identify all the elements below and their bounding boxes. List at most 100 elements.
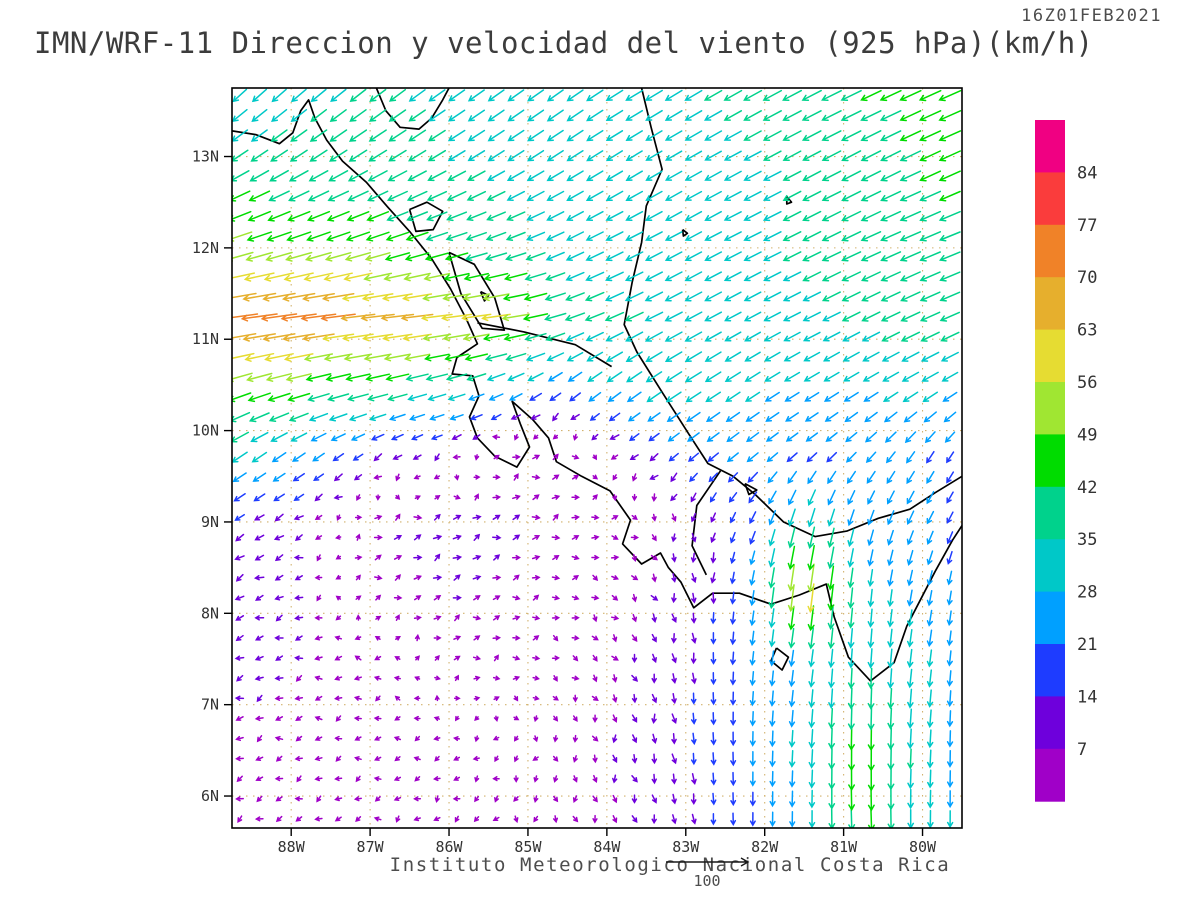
wind-arrow xyxy=(473,816,480,823)
lake-nicaragua xyxy=(448,251,506,331)
wind-arrow xyxy=(769,730,776,748)
wind-arrow xyxy=(474,735,480,743)
wind-arrow xyxy=(572,815,579,823)
wind-arrow xyxy=(527,372,544,382)
wind-arrow xyxy=(274,735,284,742)
wind-arrow xyxy=(644,251,663,262)
wind-arrow xyxy=(452,514,462,520)
wind-arrow xyxy=(763,271,782,282)
wind-arrow xyxy=(906,549,914,566)
wind-arrow xyxy=(645,109,663,121)
wind-arrow xyxy=(783,371,801,382)
wind-arrow xyxy=(847,607,855,629)
wind-arrow xyxy=(472,554,482,561)
wind-arrow xyxy=(769,650,776,667)
wind-arrow xyxy=(631,493,638,502)
wind-arrow xyxy=(704,351,722,362)
wind-arrow xyxy=(571,494,581,500)
wind-arrow xyxy=(942,391,958,402)
wind-arrow xyxy=(294,796,303,802)
wind-arrow xyxy=(645,231,663,242)
wind-arrow xyxy=(343,272,373,282)
wind-arrow xyxy=(782,110,802,121)
wind-arrow xyxy=(494,755,499,763)
wind-arrow xyxy=(433,816,441,822)
wind-arrow xyxy=(512,615,521,621)
wind-arrow xyxy=(920,331,940,342)
colorbar-label: 84 xyxy=(1077,163,1097,183)
wind-arrow xyxy=(271,108,288,123)
wind-arrow xyxy=(938,89,962,102)
wind-arrow xyxy=(468,393,485,401)
wind-arrow xyxy=(296,775,302,783)
wind-arrow xyxy=(408,129,427,142)
wind-arrow xyxy=(453,776,461,781)
x-tick-label: 82W xyxy=(751,838,779,856)
wind-arrow xyxy=(546,89,564,102)
wind-arrow xyxy=(918,110,942,122)
wind-arrow xyxy=(787,470,798,485)
wind-arrow xyxy=(729,511,737,524)
wind-arrow xyxy=(801,130,822,142)
colorbar-label: 42 xyxy=(1077,478,1097,498)
wind-arrow xyxy=(747,471,759,483)
wind-arrow xyxy=(743,190,762,201)
wind-arrow xyxy=(355,614,361,621)
wind-arrow xyxy=(373,675,382,681)
wind-arrow xyxy=(546,190,565,201)
wind-arrow xyxy=(841,291,861,302)
wind-arrow xyxy=(919,251,941,262)
wind-arrow xyxy=(651,534,657,542)
wind-arrow xyxy=(907,768,914,790)
wind-arrow xyxy=(821,170,842,182)
wind-arrow xyxy=(433,635,442,641)
wind-arrow xyxy=(525,252,546,262)
wind-arrow xyxy=(808,669,815,688)
wind-arrow xyxy=(744,351,761,362)
wind-arrow xyxy=(946,610,953,627)
island-bocas xyxy=(744,482,758,496)
wind-arrow xyxy=(807,605,815,632)
wind-arrow xyxy=(532,635,540,641)
wind-arrow xyxy=(332,453,345,462)
wind-arrow xyxy=(787,527,796,549)
wind-arrow xyxy=(710,672,717,686)
wind-arrow xyxy=(426,211,448,222)
wind-arrow xyxy=(294,595,304,601)
wind-arrow xyxy=(329,129,348,142)
wind-arrow xyxy=(353,675,362,681)
wind-arrow xyxy=(422,333,452,342)
wind-arrow xyxy=(881,331,901,342)
wind-arrow xyxy=(749,511,757,525)
wind-arrow xyxy=(462,333,490,342)
wind-arrow xyxy=(804,412,819,422)
colorbar-segment xyxy=(1035,539,1065,593)
wind-arrow xyxy=(263,272,295,282)
wind-arrow xyxy=(360,313,395,322)
wind-arrow xyxy=(749,690,756,707)
wind-arrow xyxy=(946,451,955,464)
wind-arrow xyxy=(566,351,584,362)
wind-arrow xyxy=(546,170,565,182)
wind-arrow xyxy=(546,129,564,142)
wind-arrow xyxy=(492,575,502,581)
x-tick-label: 86W xyxy=(435,838,463,856)
wind-arrow xyxy=(763,351,781,362)
wind-arrow xyxy=(768,490,777,505)
wind-arrow xyxy=(689,472,698,483)
wind-arrow xyxy=(464,353,489,362)
wind-arrow xyxy=(287,210,311,222)
wind-arrow xyxy=(938,170,961,182)
y-tick-label: 12N xyxy=(192,239,219,257)
wind-arrow xyxy=(626,371,643,383)
wind-arrow xyxy=(591,595,600,601)
wind-arrow xyxy=(605,251,624,262)
wind-arrow xyxy=(828,648,835,669)
wind-arrow xyxy=(505,352,527,362)
wind-arrow xyxy=(704,130,723,141)
wind-arrow xyxy=(789,790,796,808)
wind-arrow xyxy=(313,473,325,482)
wind-arrow xyxy=(841,170,862,182)
wind-arrow xyxy=(335,615,342,621)
wind-arrow xyxy=(427,393,447,402)
